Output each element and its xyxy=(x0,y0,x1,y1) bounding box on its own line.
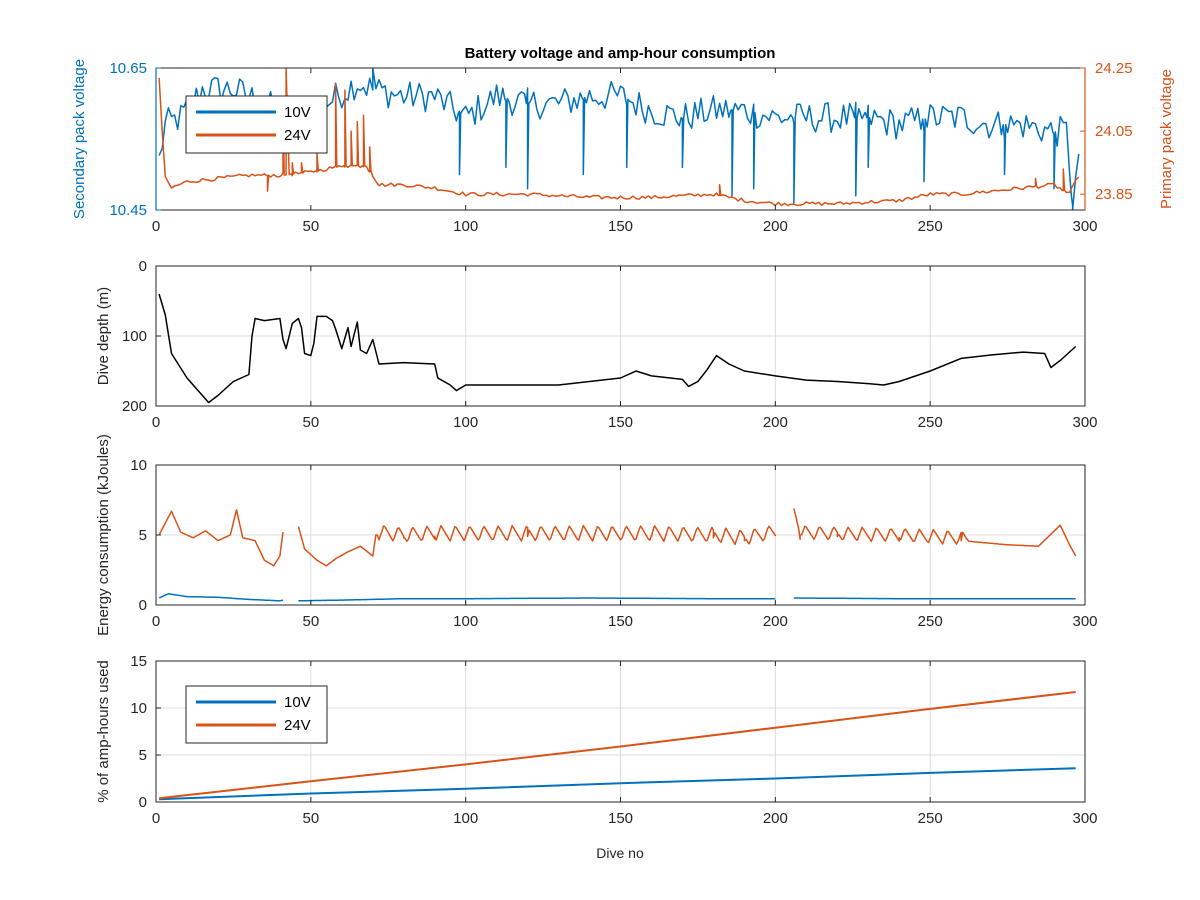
x-tick-label: 250 xyxy=(918,810,943,827)
x-tick-label: 50 xyxy=(302,613,319,630)
x-tick-label: 150 xyxy=(608,810,633,827)
x-tick-label: 200 xyxy=(763,414,788,431)
x-tick-label: 150 xyxy=(608,414,633,431)
x-tick-label: 150 xyxy=(608,218,633,235)
x-tick-label: 300 xyxy=(1072,810,1097,827)
chart-panel-3: 0 50 100 150 200 250 300 0 5 10 Energy consumption… xyxy=(95,434,1098,636)
x-axis-label: Dive no xyxy=(596,845,644,861)
series-group xyxy=(158,68,1080,210)
y-tick-label: 15 xyxy=(130,653,147,670)
x-tick-label: 200 xyxy=(763,218,788,235)
series-line-24V xyxy=(158,691,1076,800)
y-tick-label: 0 xyxy=(139,794,147,811)
series-group xyxy=(158,508,1077,602)
x-tick-label: 100 xyxy=(453,414,478,431)
series-line-depth xyxy=(158,293,1077,404)
x-tick-label: 50 xyxy=(302,218,319,235)
x-tick-label: 50 xyxy=(302,414,319,431)
series-group xyxy=(158,691,1076,801)
chart-panel-1: 0 50 100 150 200 250 300 10.45 10.65 23.85 24.05 24… xyxy=(71,59,1175,235)
series-line-10V xyxy=(159,767,1076,801)
y-tick-label: 5 xyxy=(139,747,147,764)
series-group xyxy=(158,293,1077,404)
x-tick-label: 150 xyxy=(608,613,633,630)
x-tick-label: 300 xyxy=(1072,414,1097,431)
y-tick-label: 10 xyxy=(130,457,147,474)
y-axis-label: Secondary pack voltage xyxy=(71,59,88,219)
x-tick-label: 300 xyxy=(1072,218,1097,235)
x-tick-label: 0 xyxy=(152,218,160,235)
y-tick-label: 100 xyxy=(122,328,147,345)
chart-title: Battery voltage and amp-hour consumption xyxy=(465,45,776,62)
series-line-10V-seg3 xyxy=(793,597,1076,600)
y-tick-label-right: 23.85 xyxy=(1095,186,1133,203)
series-line-10V-seg1 xyxy=(158,593,284,602)
series-line-10V-seg2 xyxy=(298,597,776,602)
y-axis-label-right: Primary pack voltage xyxy=(1158,69,1175,209)
y-axis-label: % of amp-hours used xyxy=(95,660,112,803)
x-tick-label: 0 xyxy=(152,414,160,431)
x-tick-label: 250 xyxy=(918,613,943,630)
x-tick-label: 50 xyxy=(302,810,319,827)
y-tick-label: 10 xyxy=(130,700,147,717)
y-axis-label: Dive depth (m) xyxy=(95,287,112,385)
series-line-24V-seg3 xyxy=(793,508,1077,557)
x-tick-label: 250 xyxy=(918,414,943,431)
y-tick-label: 5 xyxy=(139,527,147,544)
y-tick-label: 10.45 xyxy=(109,202,147,219)
x-tick-label: 200 xyxy=(763,810,788,827)
legend-box xyxy=(185,95,328,154)
x-tick-label: 250 xyxy=(918,218,943,235)
y-tick-label: 200 xyxy=(122,398,147,415)
x-tick-label: 100 xyxy=(453,810,478,827)
y-tick-label: 10.65 xyxy=(109,60,147,77)
y-axis-label: Energy consumption (kJoules) xyxy=(95,434,112,636)
chart-panel-4: 0 50 100 150 200 250 300 0 5 10 15 % of amp-hours u… xyxy=(95,653,1098,827)
y-tick-label: 0 xyxy=(139,258,147,275)
x-tick-label: 0 xyxy=(152,810,160,827)
legend-label-10V: 10V xyxy=(284,694,311,711)
y-tick-label-right: 24.25 xyxy=(1095,60,1133,77)
legend-label-10V: 10V xyxy=(284,104,311,121)
series-line-24V-seg1 xyxy=(158,509,284,567)
legend-box xyxy=(185,685,328,744)
legend-label-24V: 24V xyxy=(284,717,311,734)
y-tick-label-right: 24.05 xyxy=(1095,123,1133,140)
x-tick-label: 300 xyxy=(1072,613,1097,630)
series-line-24V-seg2 xyxy=(297,524,777,567)
x-tick-label: 100 xyxy=(453,218,478,235)
chart-panel-2: 0 50 100 150 200 250 300 0 100 200 Dive depth (m) xyxy=(95,258,1098,431)
x-tick-label: 200 xyxy=(763,613,788,630)
panels: 0 50 100 150 200 250 30010.4510.6523.8524.0524… xyxy=(71,59,1175,827)
series-line-24V xyxy=(158,68,1080,207)
legend-label-24V: 24V xyxy=(284,127,311,144)
x-tick-label: 100 xyxy=(453,613,478,630)
y-tick-label: 0 xyxy=(139,597,147,614)
x-tick-label: 0 xyxy=(152,613,160,630)
